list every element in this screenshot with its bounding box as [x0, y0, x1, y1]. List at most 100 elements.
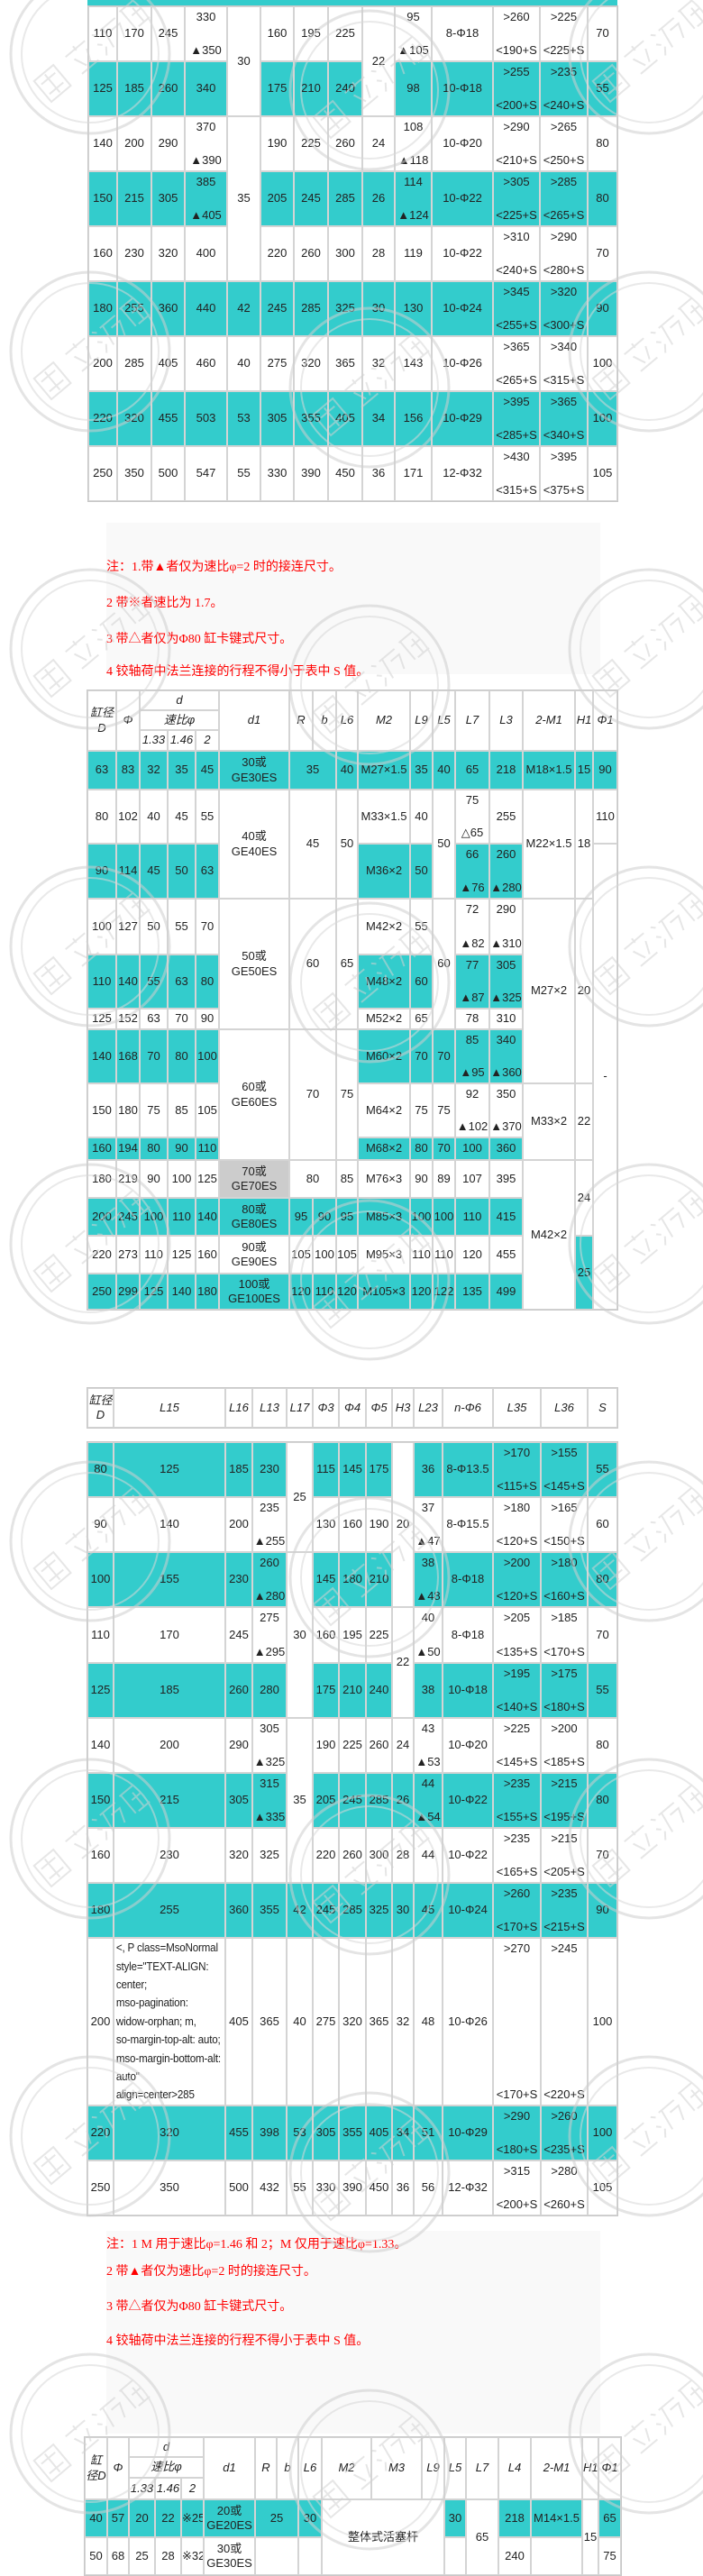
table-cell: 80: [588, 116, 617, 171]
table-cell: 70: [140, 1029, 168, 1083]
cell-value: <120+S: [496, 1588, 538, 1603]
cell-value: 150: [93, 191, 113, 206]
table-cell: >165 <150+S: [541, 1497, 588, 1552]
cell-value: 320: [229, 1848, 249, 1862]
table-cell: 320: [114, 2106, 225, 2160]
table-cell: 255: [117, 281, 151, 336]
column-header: L13: [252, 1388, 287, 1428]
cell-value: ▲124: [397, 207, 429, 222]
table-cell: 210: [366, 1552, 392, 1607]
table-cell: [531, 2537, 582, 2575]
table-cell: 160: [260, 6, 294, 61]
table-row: 180 255 360 440 42 245 285 325 30 130 10-Φ24 >345 <2…: [88, 281, 617, 336]
table-cell: 51: [414, 2106, 443, 2160]
table-cell: 25: [129, 2537, 155, 2575]
table-cell: 40: [227, 336, 260, 391]
table-cell: 160: [196, 1236, 219, 1274]
cell-value: 145: [315, 1572, 336, 1586]
table-cell: 355: [294, 391, 328, 446]
cell-value: 51: [421, 2125, 435, 2140]
table-cell: 260: [339, 1828, 366, 1883]
cell-value: 170: [160, 1627, 179, 1641]
cell-value: 65: [340, 956, 354, 971]
cell-value: 114: [118, 863, 138, 878]
table-cell: 36: [392, 2160, 414, 2215]
cell-value: 89: [437, 1171, 451, 1185]
cell-value: 220: [92, 1247, 112, 1261]
table-cell: 260: [366, 1718, 392, 1773]
cell-value: >260: [503, 1886, 531, 1900]
cell-value: 43: [421, 1722, 435, 1735]
table-cell: 360: [225, 1883, 252, 1938]
table-cell: 160: [339, 1497, 366, 1552]
column-header: L7: [466, 2437, 498, 2499]
table-cell: 395: [489, 1160, 523, 1198]
table-cell: 24: [362, 116, 395, 171]
column-header: n-Φ6: [443, 1388, 493, 1428]
cell-value: >215: [551, 1777, 578, 1790]
table-cell: 305 ▲325: [252, 1718, 287, 1773]
table-cell: 180: [88, 281, 117, 336]
table-cell: >235 <240+S: [540, 61, 588, 116]
cell-value: 98: [406, 81, 420, 96]
cell-value: 190: [369, 1517, 389, 1531]
table-cell: 28: [362, 226, 395, 281]
column-header: 1.46: [155, 2478, 181, 2499]
table-cell: >235 <155+S: [493, 1773, 541, 1828]
cell-value: 503: [196, 411, 216, 425]
table-cell: 30: [362, 281, 395, 336]
table-cell: 35: [289, 751, 336, 790]
table-cell: 120: [410, 1274, 433, 1310]
table-cell: 70: [168, 1009, 196, 1029]
cell-value: <170+S: [496, 2087, 538, 2101]
table-cell: 273: [116, 1236, 140, 1274]
column-header-label: Φ4: [343, 1400, 361, 1414]
table-cell: 205: [313, 1773, 339, 1828]
cell-value: 230: [160, 1848, 179, 1862]
table-row: 160 194 80 90 110 M68×2 80 70 100 360: [87, 1137, 617, 1160]
table-cell: 220: [87, 1236, 116, 1274]
cell-value: 80: [94, 1462, 107, 1476]
table-cell: ※25: [181, 2499, 204, 2537]
cell-value: 20: [577, 983, 591, 998]
table-cell: 220: [87, 2106, 114, 2160]
column-header: 1.33: [140, 730, 168, 751]
cell-value: 80: [596, 1572, 609, 1586]
cell-value: 260: [335, 136, 355, 151]
cell-value: <205+S: [543, 1864, 585, 1878]
cell-value: >345: [503, 285, 530, 298]
table-cell: >215 <195+S: [541, 1773, 588, 1828]
cell-value: 245: [229, 1627, 249, 1641]
cell-value: 80: [596, 1793, 609, 1807]
column-header-label: M2: [338, 2461, 355, 2475]
cell-value: <165+S: [496, 1864, 538, 1878]
cell-value: 66: [465, 847, 479, 861]
table-row: 250 350 500 547 55 330 390 450 36 171 12-Φ32 >430 <3…: [88, 446, 617, 501]
cell-value: 40: [340, 763, 354, 777]
cell-value: 35: [306, 763, 320, 777]
table-cell: 275 ▲295: [252, 1607, 287, 1663]
table-cell: 40: [287, 1938, 313, 2106]
table-row: 110 170 245 330 ▲350 30 160 195 225 22 95 ▲105 8-Φ18…: [88, 6, 617, 116]
table-row: 140 200 290 370 ▲390 35 190 225 260 24 108 ▲118 10-Φ…: [88, 116, 617, 281]
cell-value: ▲48: [415, 1588, 441, 1603]
table-cell: 90: [410, 1160, 433, 1198]
cell-value: 85: [465, 1033, 479, 1046]
cell-value: 122: [434, 1283, 454, 1298]
table-cell: 40: [336, 751, 358, 790]
table-cell: >305 <225+S: [493, 171, 540, 226]
cell-value: M95×3: [365, 1247, 403, 1261]
cell-value: 105: [291, 1247, 311, 1261]
cell-value: <200+S: [496, 97, 537, 112]
table-cell: 365: [328, 336, 362, 391]
table-cell: 220: [260, 226, 294, 281]
cell-value: 200: [229, 1517, 249, 1531]
cell-value: ▲255: [253, 1533, 286, 1548]
table-cell: 240: [498, 2537, 531, 2575]
cell-value: 30: [448, 2510, 462, 2525]
cell-value: 115: [316, 1462, 335, 1476]
cell-value: M18×1.5: [525, 763, 572, 777]
table-row: 80 102 40 45 55 40或 GE40ES 45 50 M33×1.5 40 50 75 △6…: [87, 790, 617, 899]
cell-value: 80: [306, 1171, 320, 1185]
cell-value: 32: [396, 2014, 410, 2028]
